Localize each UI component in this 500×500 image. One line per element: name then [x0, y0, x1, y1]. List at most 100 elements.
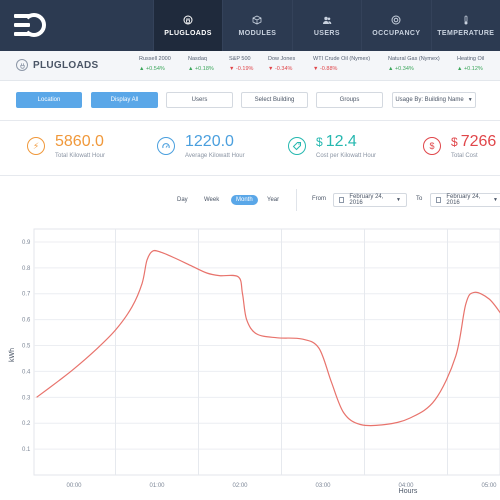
tab-day[interactable]: Day	[177, 197, 188, 203]
groups-button[interactable]: Groups	[316, 92, 383, 108]
ticker-item[interactable]: Russell 2000 ▲ +0.54%	[139, 56, 171, 72]
ticker-name: WTI Crude Oil (Nymex)	[313, 56, 371, 62]
occupancy-icon	[391, 15, 401, 25]
ticker-change: ▲ +0.54%	[139, 66, 165, 72]
nav-item-temperature[interactable]: TEMPERATURE	[430, 0, 500, 51]
ticker-change: ▼ -0.34%	[268, 66, 293, 72]
x-tick-label: 01:00	[149, 483, 165, 489]
to-label: To	[416, 196, 423, 202]
ticker-change: ▲ +0.18%	[188, 66, 214, 72]
x-tick-label: 00:00	[66, 483, 82, 489]
thermometer-icon	[461, 15, 471, 25]
nav-label: PLUGLOADS	[164, 29, 212, 37]
tab-year[interactable]: Year	[267, 197, 280, 203]
plot-frame	[33, 228, 500, 476]
calendar-icon	[436, 197, 442, 203]
nav-item-occupancy[interactable]: OCCUPANCY	[361, 0, 430, 51]
stats-row: ⚡︎ 5860.0 Total Kilowatt Hour 1220.0 Ave…	[0, 121, 500, 176]
caret-down-icon: ▼	[396, 197, 401, 203]
ticker-name: Dow Jones	[268, 56, 296, 62]
stat-label: Total Kilowatt Hour	[55, 153, 106, 159]
select-building-button[interactable]: Select Building	[241, 92, 308, 108]
nav-label: TEMPERATURE	[437, 29, 495, 37]
stat-cost-per-kwh: $12.4 Cost per Kilowatt Hour	[288, 133, 376, 159]
y-tick-label: 0.3	[22, 395, 31, 401]
tag-icon	[288, 137, 306, 155]
to-date-value: February 24, 2016	[446, 194, 481, 206]
kwh-line-chart: 0.1 0.2 0.3 0.4 0.5 0.6 0.7 0.8 0.9 00:00 01:00 02:…	[0, 215, 500, 500]
tab-month[interactable]: Month	[231, 195, 258, 205]
to-date-picker[interactable]: February 24, 2016 ▼	[430, 193, 500, 207]
ticker-item[interactable]: Heating Oil ▲ +0.12%	[457, 56, 484, 72]
y-tick-label: 0.5	[22, 344, 31, 350]
filter-toolbar: Location Display All Users Select Buildi…	[0, 81, 500, 121]
from-date-value: February 24, 2016	[349, 194, 384, 206]
stat-label: Cost per Kilowatt Hour	[316, 153, 377, 159]
series-line	[36, 249, 500, 427]
y-tick-label: 0.8	[22, 266, 31, 272]
ticker-item[interactable]: WTI Crude Oil (Nymex) ▼ -0.88%	[313, 56, 370, 72]
chart-grid	[33, 228, 500, 476]
top-nav: PLUGLOADS MODULES USERS OCCUPANCY TEMPER…	[0, 0, 500, 51]
x-axis-label: Hours	[399, 488, 418, 495]
plug-icon	[16, 59, 28, 71]
ticker-change: ▼ -0.88%	[313, 66, 338, 72]
x-tick-label: 05:00	[481, 483, 497, 489]
chart-series	[36, 249, 500, 427]
usage-by-label: Usage By: Building Name	[395, 97, 464, 103]
stat-value: 1220.0	[185, 133, 234, 150]
nav-label: MODULES	[238, 29, 277, 37]
ticker-item[interactable]: Dow Jones ▼ -0.34%	[268, 56, 295, 72]
nav-item-modules[interactable]: MODULES	[222, 0, 291, 51]
location-button[interactable]: Location	[16, 92, 82, 108]
stat-total-cost: $ $7266 Total Cost	[423, 133, 496, 159]
x-tick-label: 04:00	[398, 483, 414, 489]
ticker-name: S&P 500	[229, 56, 251, 62]
plug-icon	[183, 15, 193, 25]
caret-down-icon: ▼	[493, 197, 498, 203]
app-logo[interactable]	[0, 0, 69, 51]
usage-by-dropdown[interactable]: Usage By: Building Name ▼	[392, 92, 476, 108]
logo-bar	[14, 14, 30, 18]
ticker-item[interactable]: S&P 500 ▼ -0.19%	[229, 56, 253, 72]
y-tick-label: 0.9	[22, 240, 31, 246]
stat-value: 5860.0	[55, 133, 104, 150]
logo-ring	[22, 13, 46, 37]
cube-icon	[252, 15, 262, 25]
from-label: From	[312, 196, 326, 202]
y-tick-label: 0.1	[22, 447, 31, 453]
page-title-text: PLUGLOADS	[33, 59, 99, 71]
nav-label: USERS	[313, 29, 340, 37]
x-tick-label: 03:00	[315, 483, 331, 489]
from-date-picker[interactable]: February 24, 2016 ▼	[333, 193, 407, 207]
ticker-name: Natural Gas (Nymex)	[388, 56, 440, 62]
stat-average-kwh: 1220.0 Average Kilowatt Hour	[157, 133, 245, 159]
nav-label: OCCUPANCY	[372, 29, 421, 37]
ticker-item[interactable]: Natural Gas (Nymex) ▲ +0.34%	[388, 56, 440, 72]
logo-bar	[14, 32, 30, 36]
ticker-change: ▲ +0.34%	[388, 66, 414, 72]
tab-week[interactable]: Week	[204, 197, 220, 203]
display-all-button[interactable]: Display All	[91, 92, 158, 108]
nav-item-plugloads[interactable]: PLUGLOADS	[152, 0, 223, 51]
stat-total-kwh: ⚡︎ 5860.0 Total Kilowatt Hour	[27, 133, 105, 159]
calendar-icon	[339, 197, 345, 203]
x-tick-label: 02:00	[232, 483, 248, 489]
date-range-bar: Day Week Month Year From February 24, 20…	[0, 185, 500, 215]
divider	[296, 189, 297, 211]
y-tick-label: 0.6	[22, 318, 31, 324]
y-tick-label: 0.2	[22, 421, 31, 427]
bolt-icon: ⚡︎	[27, 137, 45, 155]
ticker-item[interactable]: Nasdaq ▲ +0.18%	[188, 56, 214, 72]
users-button[interactable]: Users	[166, 92, 233, 108]
ticker-bar: PLUGLOADS Russell 2000 ▲ +0.54% Nasdaq ▲…	[0, 51, 500, 81]
users-icon	[322, 15, 332, 25]
chart-ticks: 0.1 0.2 0.3 0.4 0.5 0.6 0.7 0.8 0.9 00:00 01:00 02:…	[22, 240, 497, 489]
stat-label: Total Cost	[451, 153, 478, 159]
y-axis-label: kWh	[9, 348, 16, 362]
nav-item-users[interactable]: USERS	[291, 0, 361, 51]
stat-value: $7266	[451, 133, 497, 150]
dollar-icon: $	[423, 137, 441, 155]
page-title: PLUGLOADS	[16, 59, 98, 71]
y-tick-label: 0.7	[22, 292, 31, 298]
